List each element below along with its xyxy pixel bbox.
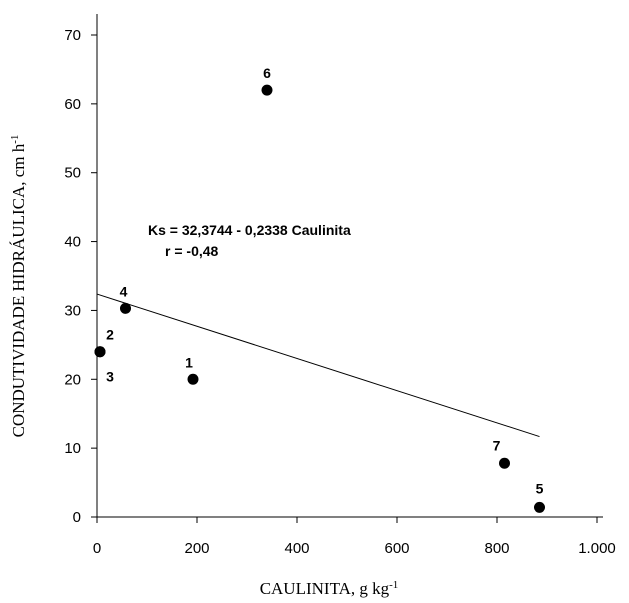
x-tick-label: 200 (184, 540, 209, 557)
point-label-7: 7 (493, 437, 501, 453)
point-label-3: 3 (106, 369, 114, 385)
y-tick-label: 50 (64, 165, 81, 182)
y-axis-title: CONDUTIVIDADE HIDRÁULICA, cm h-1 (9, 135, 28, 438)
regression-line (96, 293, 540, 438)
x-tick-label: 1.000 (578, 540, 616, 557)
x-tick-label: 800 (484, 540, 509, 557)
y-axis-ticks: 0 10 20 30 40 50 60 70 (64, 27, 97, 526)
axes (96, 14, 603, 518)
point-label-2: 2 (106, 327, 114, 343)
regression-equation: Ks = 32,3744 - 0,2338 Caulinita (148, 222, 351, 238)
point-label-5: 5 (536, 480, 544, 496)
x-axis-title: CAULINITA, g kg-1 (260, 579, 399, 598)
point-labels: 1 2 3 4 5 6 7 (106, 65, 544, 496)
y-tick-label: 70 (64, 27, 81, 44)
y-axis-title-sup: -1 (9, 135, 21, 144)
data-point-3 (94, 346, 106, 358)
y-axis-title-text: CONDUTIVIDADE HIDRÁULICA, cm h (9, 143, 28, 437)
x-axis-ticks: 0 200 400 600 800 1.000 (93, 517, 616, 557)
data-points (94, 84, 545, 513)
point-label-6: 6 (263, 65, 271, 81)
y-tick-label: 20 (64, 371, 81, 388)
y-tick-label: 40 (64, 234, 81, 251)
y-tick-label: 60 (64, 96, 81, 113)
y-tick-label: 0 (73, 509, 81, 526)
x-tick-label: 600 (384, 540, 409, 557)
data-point-7 (499, 457, 510, 469)
x-axis-title-sup: -1 (389, 579, 398, 591)
y-tick-label: 10 (64, 440, 81, 457)
data-point-6 (261, 84, 273, 96)
x-tick-label: 400 (284, 540, 309, 557)
point-label-1: 1 (185, 354, 193, 370)
x-tick-label: 0 (93, 540, 101, 557)
x-axis-title-text: CAULINITA, g kg (260, 579, 390, 598)
regression-line-group (96, 293, 540, 438)
y-tick-label: 30 (64, 302, 81, 319)
data-point-4 (120, 302, 131, 314)
correlation-coefficient: r = -0,48 (165, 243, 219, 259)
data-point-5 (534, 501, 545, 513)
data-point-1 (187, 373, 199, 385)
point-label-4: 4 (120, 283, 128, 299)
